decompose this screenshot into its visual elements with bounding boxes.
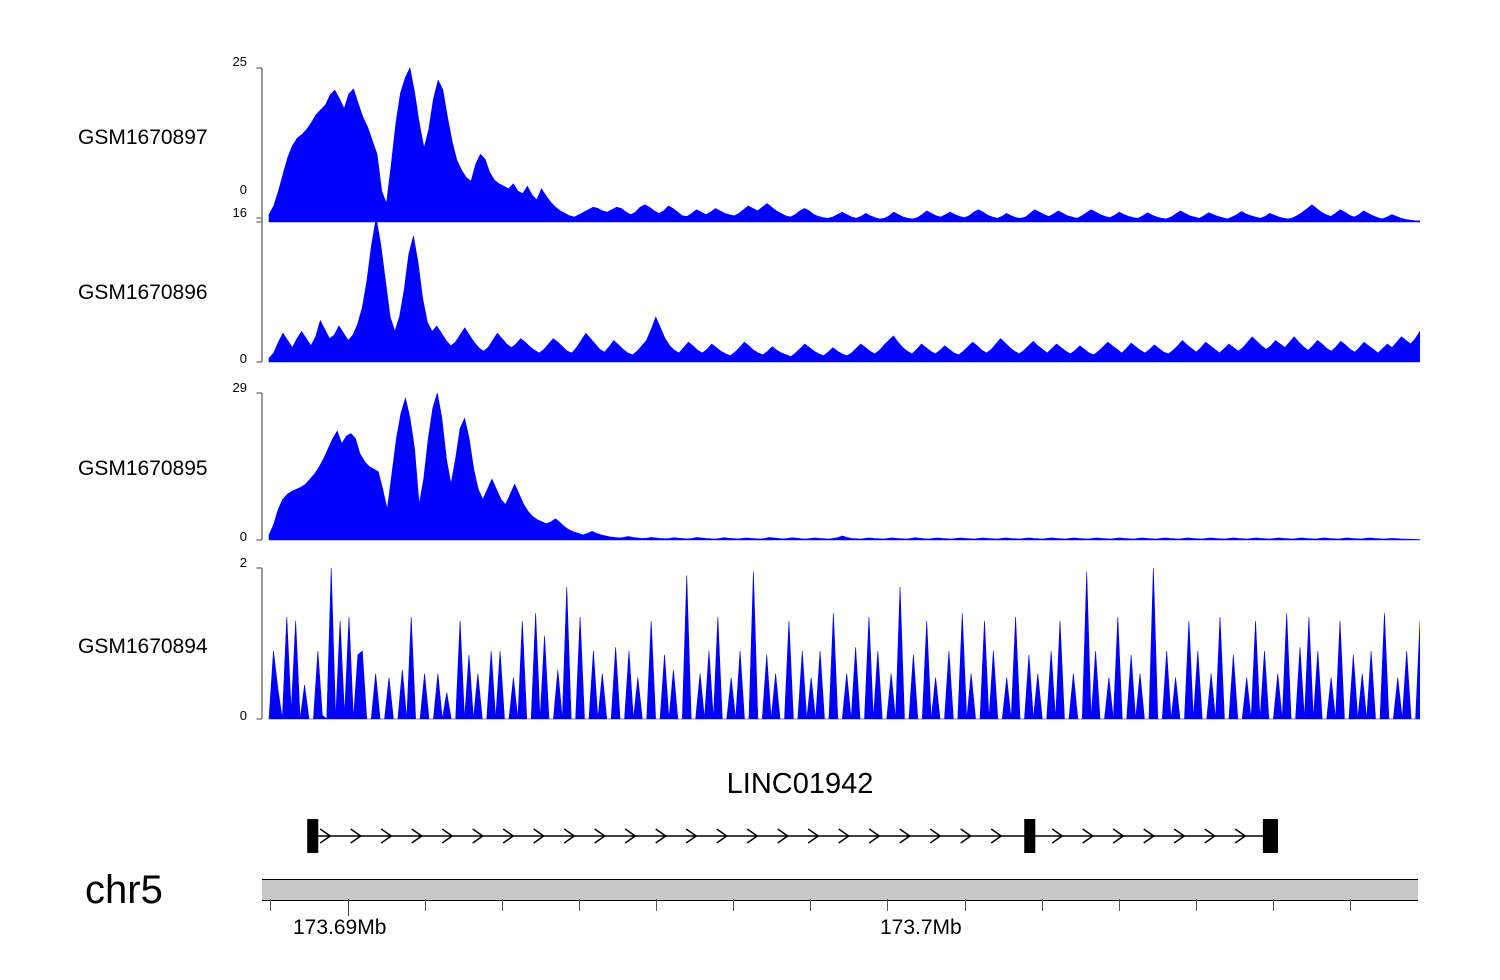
axis-tick-minor (1041, 899, 1043, 911)
coverage-track-0: GSM1670897 25 0 (0, 28, 1500, 223)
axis-tick-minor (1195, 899, 1197, 911)
axis-tick-minor (964, 899, 966, 911)
track-axis-min-0: 0 (239, 182, 247, 197)
track-axis-min-2: 0 (239, 529, 247, 544)
axis-tick-minor (810, 899, 812, 911)
track-axis-max-0: 25 (232, 54, 247, 69)
track-axis-min-3: 0 (239, 708, 247, 723)
axis-tick-minor (887, 899, 889, 911)
axis-tick-minor (1273, 899, 1274, 911)
coverage-track-2: GSM1670895 29 0 (0, 378, 1500, 546)
coverage-track-1: GSM1670896 16 0 (0, 203, 1500, 368)
axis-tick-minor (733, 899, 735, 911)
axis-tick-minor (578, 899, 580, 911)
axis-tick-minor (1118, 899, 1120, 911)
track-label-2: GSM1670895 (78, 457, 208, 480)
coverage-plot-0 (256, 62, 1420, 228)
coverage-plot-2 (256, 387, 1420, 546)
axis-tick-group (0, 899, 1500, 919)
coverage-track-3: GSM1670894 2 0 (0, 553, 1500, 723)
ideogram-bar[interactable] (262, 879, 1418, 901)
coordinate-label-0: 173.69Mb (293, 916, 387, 939)
coverage-plot-1 (256, 212, 1420, 368)
axis-tick-minor (270, 899, 272, 911)
axis-tick-minor (1350, 899, 1352, 911)
track-axis-max-3: 2 (239, 555, 247, 570)
track-axis-max-1: 16 (232, 205, 247, 220)
axis-tick-minor (501, 899, 503, 911)
track-label-3: GSM1670894 (78, 635, 208, 658)
axis-tick-major (347, 899, 349, 916)
coverage-plot-3 (256, 562, 1420, 725)
track-label-1: GSM1670896 (78, 281, 208, 304)
gene-name-label: LINC01942 (726, 768, 874, 800)
gene-model-track[interactable] (256, 808, 1420, 864)
chromosome-label: chr5 (85, 868, 163, 912)
coordinate-label-1: 173.7Mb (880, 916, 962, 939)
axis-tick-minor (656, 899, 657, 911)
track-label-0: GSM1670897 (78, 126, 208, 149)
track-axis-max-2: 29 (232, 380, 247, 395)
track-axis-min-1: 0 (239, 351, 247, 366)
axis-tick-minor (424, 899, 426, 911)
